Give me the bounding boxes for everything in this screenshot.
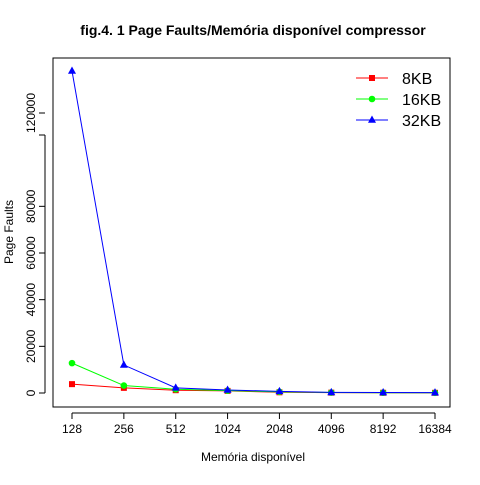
x-tick-label-4: 2048 bbox=[266, 422, 293, 436]
point-32KB-16384 bbox=[431, 388, 439, 396]
point-32KB-512 bbox=[171, 383, 180, 391]
x-tick-label-7: 16384 bbox=[418, 422, 452, 436]
series-line-32KB bbox=[71, 70, 436, 394]
y-tick-label-0: 0 bbox=[24, 389, 38, 396]
x-axis-label: Memória disponível bbox=[201, 450, 305, 464]
y-axis: 0 20000 40000 60000 80000 120000 bbox=[24, 93, 46, 396]
chart-title: fig.4. 1 Page Faults/Memória disponível … bbox=[80, 22, 426, 38]
point-32KB-256 bbox=[119, 360, 128, 368]
point-32KB-1024 bbox=[223, 385, 232, 393]
legend-item-8KB: 8KB bbox=[356, 71, 432, 88]
legend-marker-8KB bbox=[369, 75, 375, 81]
point-32KB-8192 bbox=[379, 388, 388, 396]
legend-label-8KB: 8KB bbox=[402, 71, 432, 88]
x-tick-label-6: 8192 bbox=[370, 422, 397, 436]
plot-frame bbox=[52, 57, 451, 408]
y-tick-label-1: 20000 bbox=[24, 329, 38, 363]
x-tick-label-5: 4096 bbox=[318, 422, 345, 436]
legend-marker-16KB bbox=[368, 95, 376, 103]
legend-label-16KB: 16KB bbox=[402, 92, 441, 109]
legend-item-16KB: 16KB bbox=[356, 92, 441, 109]
x-tick-label-1: 256 bbox=[114, 422, 134, 436]
legend-marker-32KB bbox=[368, 115, 376, 123]
legend-label-32KB: 32KB bbox=[402, 113, 441, 130]
point-32KB-4096 bbox=[327, 387, 336, 396]
x-tick-label-2: 512 bbox=[166, 422, 186, 436]
point-32KB-2048 bbox=[275, 386, 284, 395]
point-8KB-128 bbox=[69, 381, 75, 388]
y-axis-label: Page Faults bbox=[2, 200, 16, 264]
y-tick-label-3: 60000 bbox=[24, 236, 38, 270]
x-tick-label-3: 1024 bbox=[214, 422, 241, 436]
x-axis: 128 256 512 1024 2048 4096 8192 16384 bbox=[62, 412, 452, 436]
point-16KB-256 bbox=[120, 382, 128, 389]
x-tick-label-0: 128 bbox=[62, 422, 82, 436]
series-layer bbox=[68, 66, 439, 397]
legend: 8KB 16KB 32KB bbox=[356, 71, 441, 130]
point-16KB-128 bbox=[68, 359, 76, 367]
y-tick-label-4: 80000 bbox=[24, 189, 38, 223]
series-32KB bbox=[68, 66, 439, 396]
y-tick-label-5: 120000 bbox=[24, 93, 38, 133]
legend-item-32KB: 32KB bbox=[356, 113, 441, 130]
y-tick-label-2: 40000 bbox=[24, 283, 38, 317]
point-32KB-128 bbox=[68, 66, 76, 74]
